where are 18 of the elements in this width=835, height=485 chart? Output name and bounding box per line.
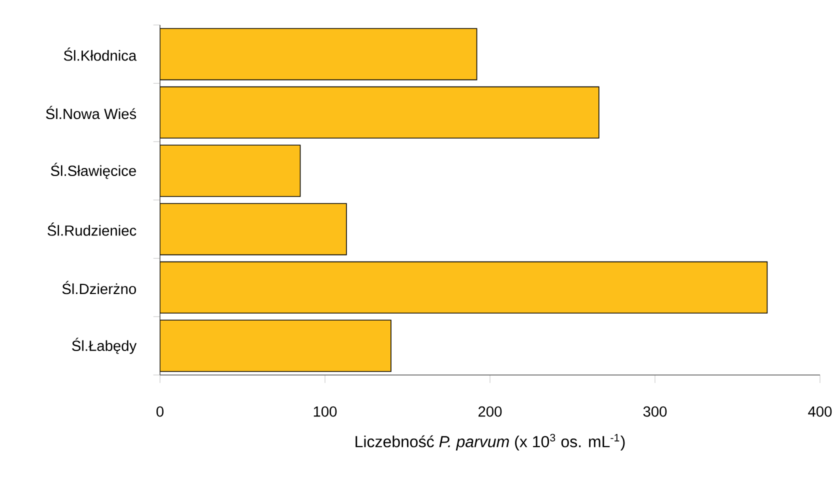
y-tick-label: Śl.Kłodnica bbox=[64, 48, 137, 61]
y-tick-label: Śl.Rudzieniec bbox=[48, 222, 136, 236]
bar bbox=[160, 203, 347, 256]
x-tick-label: 200 bbox=[478, 406, 502, 417]
bar bbox=[160, 144, 301, 197]
y-tick-label: Śl.Łabędy bbox=[72, 338, 137, 354]
bar bbox=[160, 261, 768, 314]
bar bbox=[160, 28, 478, 80]
x-tick-label: 0 bbox=[156, 406, 164, 417]
x-tick-label: 100 bbox=[314, 406, 337, 417]
y-tick-label: Śl.Dzierżno bbox=[62, 280, 136, 294]
bar bbox=[160, 86, 600, 139]
x-tick-label: 300 bbox=[643, 406, 667, 417]
y-tick-label: Śl.Sławięcice bbox=[50, 162, 136, 179]
y-tick-label: Śl.Nowa Wieś bbox=[46, 106, 136, 120]
x-axis-title: Liczebność P. parvum (x 10$^{3}$ os. mL$^{-1}$) bbox=[356, 434, 625, 450]
x-tick-label: 400 bbox=[808, 406, 832, 417]
bar bbox=[160, 320, 392, 372]
